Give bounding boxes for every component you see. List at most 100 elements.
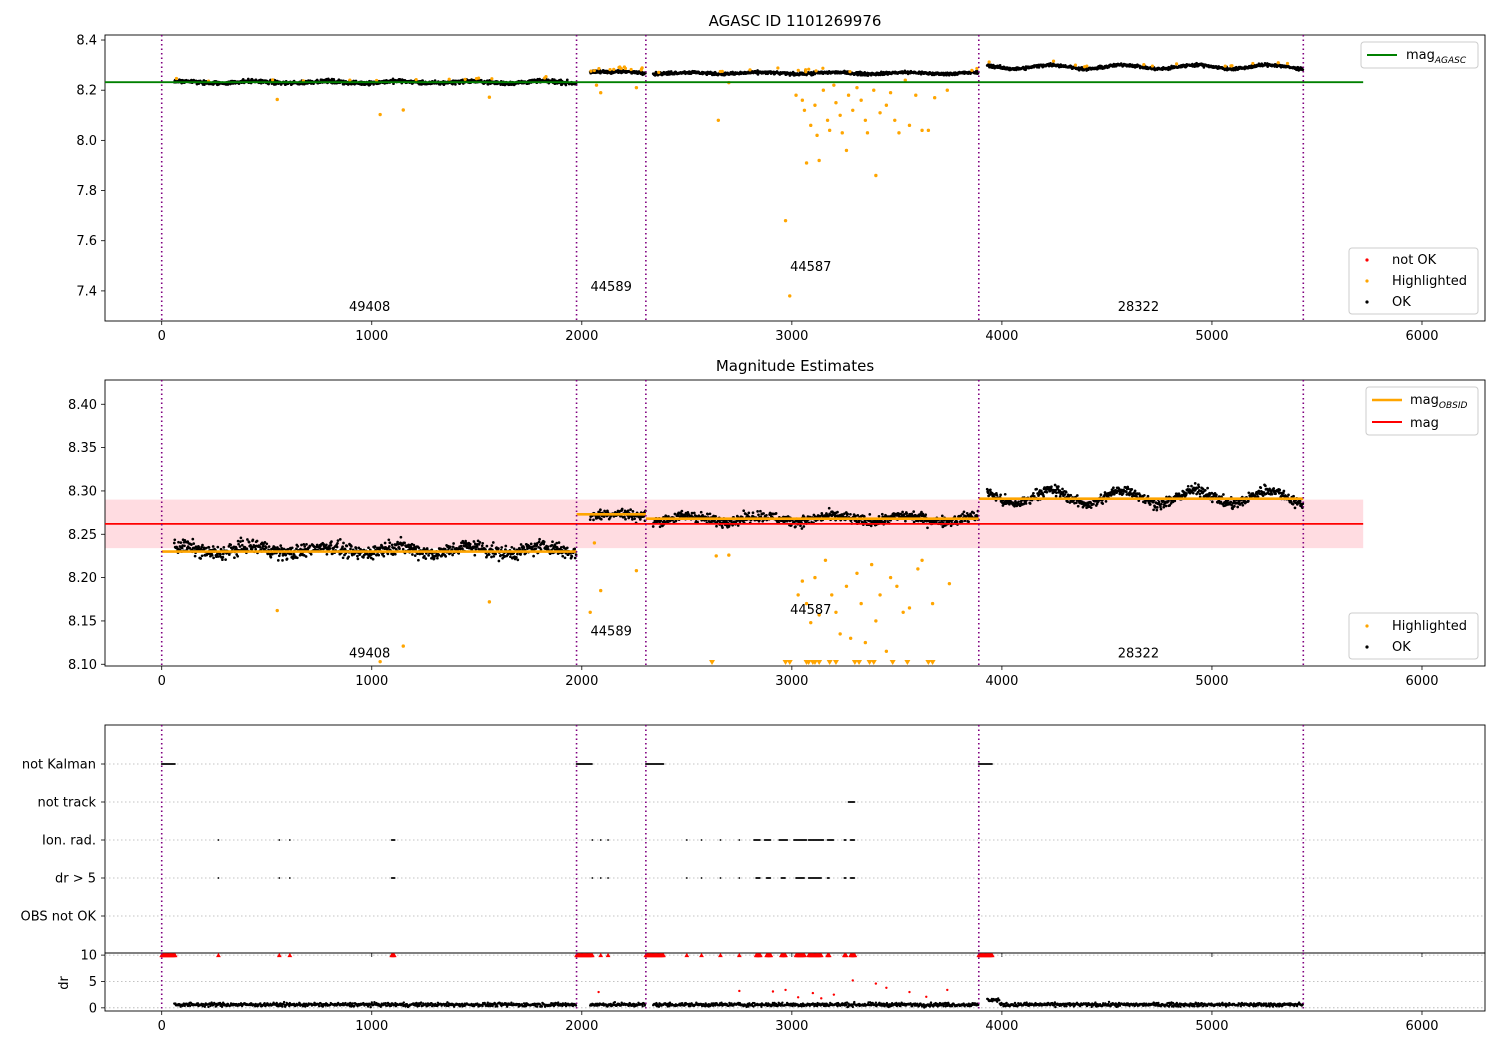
x-tick-label: 6000 — [1405, 329, 1438, 344]
ok-point — [756, 73, 760, 76]
ok-point — [239, 536, 243, 540]
ok-point — [564, 83, 568, 87]
highlighted-point — [597, 67, 601, 71]
ok-point — [173, 538, 177, 542]
ok-point — [706, 512, 710, 516]
ok-point — [532, 554, 535, 558]
ok-point — [1045, 490, 1049, 494]
ok-point — [751, 511, 755, 515]
ok-point — [1159, 507, 1163, 511]
ok-point — [1112, 486, 1115, 490]
highlighted-point — [987, 60, 991, 64]
highlighted-point — [487, 95, 492, 99]
ok-point — [350, 545, 353, 548]
ok-point — [995, 493, 999, 497]
ok-point — [962, 510, 966, 514]
ok-point — [251, 538, 255, 542]
ok-point — [1203, 488, 1207, 492]
ok-point — [504, 544, 508, 548]
ok-point — [1282, 489, 1286, 493]
x-tick-label: 4000 — [985, 329, 1018, 344]
ok-point — [1241, 503, 1245, 507]
highlighted-point — [796, 68, 800, 72]
ok-point — [1287, 493, 1290, 497]
ok-point — [557, 541, 561, 544]
ok-point — [183, 544, 186, 548]
highlighted-point — [821, 66, 825, 70]
y-tick-label: 8.4 — [76, 34, 97, 49]
ok-point — [190, 543, 193, 546]
highlighted-point — [608, 67, 612, 72]
highlighted-point — [1085, 64, 1089, 68]
ok-point — [180, 546, 184, 550]
ok-point — [1148, 503, 1152, 506]
agasc-magnitude-panel: AGASC ID 1101269976 0 1000 2000 3000 4000 500… — [76, 12, 1486, 344]
ok-point — [300, 543, 303, 547]
ok-point — [515, 556, 518, 559]
ok-point — [221, 552, 225, 556]
ok-point — [281, 559, 284, 562]
y-tick-label: 8.25 — [68, 528, 97, 543]
ok-point — [903, 513, 906, 516]
ok-point — [1050, 485, 1053, 489]
ok-point — [940, 514, 944, 518]
obsid-label: 49408 — [349, 300, 390, 315]
highlighted-point — [893, 118, 897, 122]
ok-point — [708, 512, 712, 516]
ok-point — [341, 545, 344, 549]
ok-point — [516, 558, 520, 562]
ok-point — [620, 507, 624, 511]
obsid-label: 44587 — [790, 260, 831, 275]
y-tick-label: 8.2 — [76, 84, 97, 99]
ok-point — [480, 544, 484, 548]
ok-point — [211, 545, 215, 548]
ok-point — [390, 543, 394, 547]
ok-point — [747, 511, 751, 515]
ok-point — [756, 510, 759, 513]
ok-point — [347, 555, 350, 559]
highlighted-point — [1285, 61, 1290, 66]
legend-ok-marker — [1365, 300, 1369, 304]
ok-point — [373, 545, 377, 548]
ok-point — [565, 78, 569, 82]
y-tick-label: 8.10 — [68, 658, 97, 673]
ok-point — [349, 547, 352, 551]
highlighted-point — [594, 83, 599, 87]
ok-point — [1152, 508, 1155, 512]
ok-point — [279, 544, 283, 547]
ok-point — [827, 506, 831, 510]
ok-point — [229, 82, 233, 86]
highlighted-point — [592, 541, 597, 545]
highlighted-point — [174, 76, 179, 81]
ok-point — [203, 83, 206, 86]
ok-point — [207, 546, 211, 549]
ok-point — [924, 513, 928, 517]
ok-point — [912, 510, 916, 513]
highlighted-point — [490, 77, 494, 81]
ok-point — [880, 512, 884, 516]
ok-point — [1069, 493, 1073, 497]
ok-point — [491, 541, 495, 544]
ok-point — [236, 554, 240, 558]
ok-point — [328, 547, 332, 550]
legend-ok-label: OK — [1392, 295, 1411, 310]
highlighted-point — [821, 88, 826, 92]
ok-point — [398, 547, 401, 551]
ok-point — [1130, 487, 1134, 491]
ok-point — [325, 543, 328, 547]
ok-point — [452, 542, 455, 545]
ok-point — [836, 510, 839, 514]
ok-point — [424, 557, 428, 560]
highlighted-point — [970, 68, 974, 72]
ok-point — [846, 512, 849, 516]
ok-point — [494, 552, 497, 556]
ok-point — [1092, 502, 1095, 506]
ok-point — [762, 512, 765, 515]
highlighted-point — [830, 593, 834, 597]
ok-point — [267, 545, 271, 548]
highlighted-point — [401, 108, 405, 112]
ok-point — [423, 554, 426, 558]
x-tick-label: 2000 — [565, 329, 598, 344]
ok-point — [765, 513, 768, 517]
ok-point — [1157, 500, 1161, 504]
